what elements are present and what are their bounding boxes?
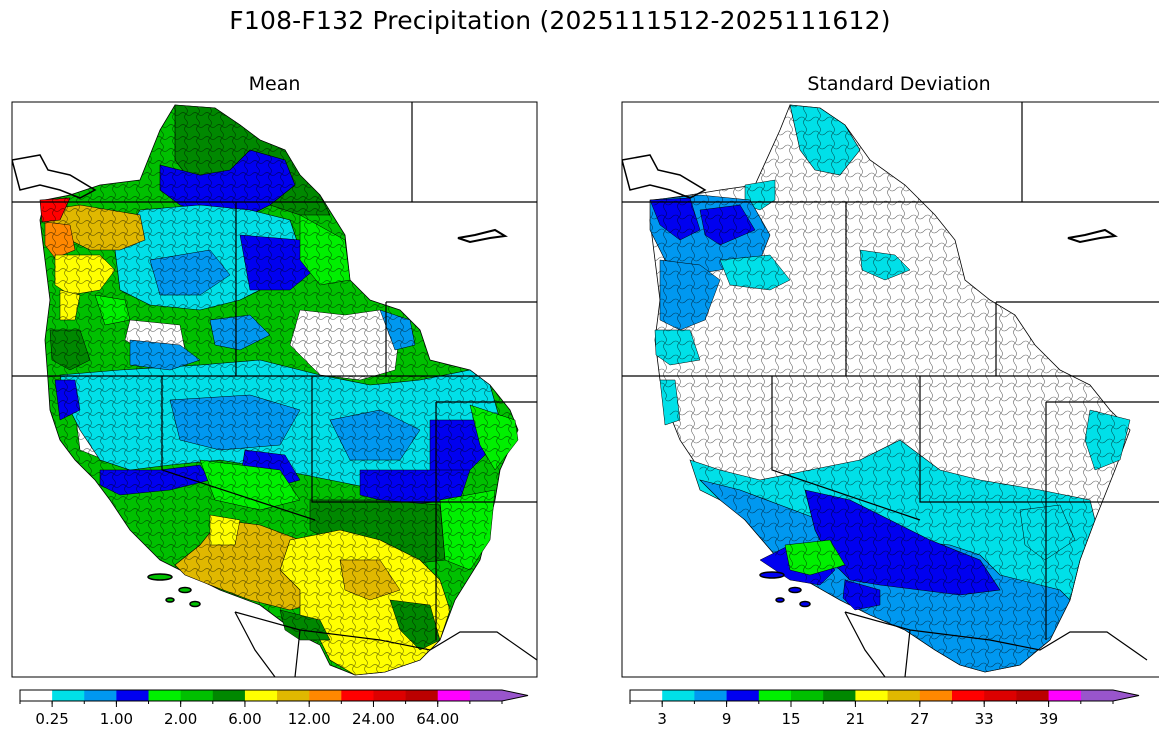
std-colorbar-tick-label: 33 (975, 710, 994, 728)
std-colorbar-tick-label: 9 (722, 710, 732, 728)
mean-colorbar-segment (309, 690, 342, 701)
mean-colorbar-segment (244, 690, 278, 701)
std-colorbar-segment (952, 690, 985, 701)
mean-colorbar: 0.25 1.00 2.00 6.00 12.00 24.00 64.00 (19, 689, 529, 728)
mean-colorbar-segment (373, 690, 407, 701)
std-colorbar-segment (726, 690, 760, 701)
std-colorbar-tick-label: 39 (1039, 710, 1058, 728)
mean-colorbar-segment (277, 690, 310, 701)
std-colorbar-segment (919, 690, 953, 701)
mean-colorbar-tick-label: 2.00 (164, 710, 197, 728)
std-colorbar-segment (823, 690, 856, 701)
mean-colorbar-tick-label: 6.00 (228, 710, 261, 728)
std-colorbar: 3 9 15 21 27 33 39 (629, 689, 1140, 728)
std-colorbar-segment (662, 690, 695, 701)
mean-colorbar-segment (405, 690, 439, 701)
std-colorbar-segment (1016, 690, 1050, 701)
mean-colorbar-segment (437, 690, 471, 701)
mean-colorbar-segment (84, 690, 117, 701)
std-colorbar-segment (630, 690, 663, 701)
std-panel-title: Standard Deviation (807, 73, 991, 95)
mean-colorbar-segment (180, 690, 214, 701)
mean-colorbar-tick-label: 24.00 (352, 710, 395, 728)
std-colorbar-outline (629, 689, 1140, 702)
std-colorbar-tick-label: 3 (657, 710, 667, 728)
std-colorbar-segment (887, 690, 921, 701)
mean-colorbar-segment (148, 690, 182, 701)
mean-colorbar-tick-label: 1.00 (100, 710, 133, 728)
std-colorbar-segment (984, 690, 1017, 701)
mean-panel-title: Mean (248, 73, 301, 95)
mean-colorbar-tick-label: 64.00 (416, 710, 459, 728)
mean-colorbar-segment (116, 690, 150, 701)
std-map (621, 101, 1159, 678)
mean-colorbar-segment (341, 690, 374, 701)
std-colorbar-tick-label: 21 (846, 710, 865, 728)
std-colorbar-tick-label: 27 (910, 710, 929, 728)
mean-colorbar-segment (20, 690, 53, 701)
mean-colorbar-segment (212, 690, 246, 701)
std-colorbar-segment (855, 690, 889, 701)
mean-colorbar-segment (469, 690, 528, 701)
mean-colorbar-outline (19, 689, 529, 702)
figure-title: F108-F132 Precipitation (2025111512-2025… (229, 6, 891, 35)
mean-colorbar-tick-label: 0.25 (35, 710, 68, 728)
std-colorbar-segment (791, 690, 824, 701)
std-colorbar-segment (1048, 690, 1082, 701)
std-colorbar-tick-label: 15 (781, 710, 800, 728)
mean-map (11, 101, 538, 678)
mean-colorbar-segment (52, 690, 85, 701)
std-colorbar-segment (758, 690, 792, 701)
std-colorbar-segment (1080, 690, 1139, 701)
std-colorbar-segment (694, 690, 728, 701)
mean-colorbar-tick-label: 12.00 (288, 710, 331, 728)
